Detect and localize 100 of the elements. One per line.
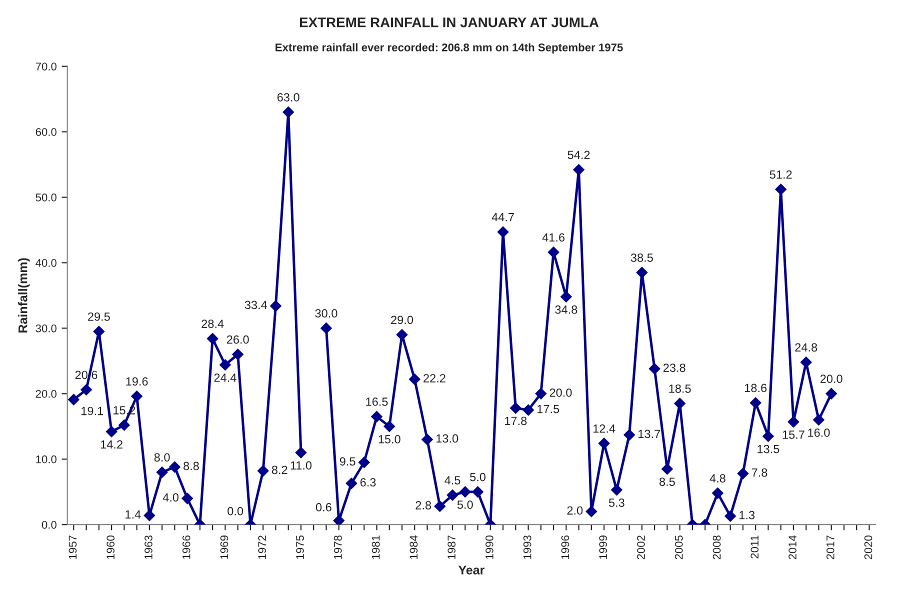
point [813, 414, 824, 426]
data-label: 4.5 [444, 476, 460, 484]
point [788, 416, 800, 428]
point [156, 466, 168, 478]
data-label: 19.1 [82, 406, 104, 416]
point [282, 106, 294, 118]
point [333, 515, 344, 525]
point [422, 434, 433, 446]
point [371, 410, 382, 422]
point [295, 446, 307, 458]
point [460, 486, 471, 498]
point [762, 430, 774, 442]
data-label: 0.0 [228, 506, 244, 516]
x-tick-label: 2017 [826, 536, 834, 560]
point [586, 506, 598, 518]
point [68, 394, 80, 406]
data-label: 13.7 [638, 430, 660, 438]
point [737, 468, 749, 480]
x-tick-label: 1966 [182, 536, 190, 559]
point [662, 463, 673, 475]
point [800, 356, 812, 368]
data-label: 63.0 [277, 93, 300, 102]
y-tick-label: 30.0 [36, 324, 56, 332]
x-tick-label: 1990 [486, 535, 494, 559]
data-label: 9.5 [340, 457, 356, 466]
x-tick-label: 1963 [144, 536, 152, 559]
data-label: 29.0 [391, 316, 414, 324]
data-label: 18.6 [744, 384, 767, 392]
point [510, 402, 522, 414]
point [775, 184, 786, 196]
point [220, 359, 231, 370]
data-label: 0.6 [316, 503, 332, 512]
data-label: 34.8 [555, 305, 578, 314]
data-label: 1.3 [740, 510, 755, 520]
y-tick-label: 20.0 [36, 390, 56, 398]
data-label: 30.0 [315, 309, 338, 318]
point [169, 461, 180, 473]
data-label: 44.7 [492, 213, 514, 222]
x-tick-label: 2014 [788, 535, 796, 560]
point [144, 510, 156, 522]
data-label: 26.0 [226, 335, 249, 344]
data-label: 11.0 [290, 461, 312, 470]
point [598, 438, 610, 450]
data-label: 13.5 [758, 444, 780, 454]
point [118, 419, 130, 431]
point [358, 456, 370, 468]
data-label: 4.8 [710, 474, 726, 483]
point [535, 388, 547, 400]
data-label: 7.8 [752, 468, 768, 477]
x-tick-label: 1981 [372, 536, 380, 559]
data-label: 4.0 [162, 493, 179, 502]
point [472, 486, 484, 498]
data-label: 16.0 [808, 428, 830, 437]
data-label: 12.4 [593, 424, 616, 433]
data-label: 24.8 [795, 343, 818, 352]
point [131, 390, 142, 402]
point [80, 384, 92, 396]
x-tick-label: 1993 [523, 536, 532, 559]
data-label: 1.4 [126, 510, 141, 518]
data-label: 8.5 [659, 478, 675, 486]
data-label: 33.4 [244, 300, 268, 310]
data-label: 8.2 [272, 466, 288, 474]
data-label: 5.0 [457, 500, 473, 509]
data-label: 16.5 [366, 398, 388, 406]
x-tick-label: 1969 [220, 536, 228, 559]
point [674, 398, 686, 410]
x-tick-label: 1987 [448, 536, 456, 559]
point [257, 465, 269, 477]
x-axis-title: Year [458, 566, 484, 574]
point [93, 326, 105, 338]
y-tick-label: 60.0 [36, 128, 56, 136]
x-tick-label: 1972 [258, 536, 266, 559]
point [611, 484, 622, 496]
y-tick-label: 70.0 [36, 62, 56, 70]
chart-title: EXTREME RAINFALL IN JANUARY AT JUMLA [300, 18, 599, 28]
data-label: 17.5 [538, 404, 560, 414]
data-label: 29.5 [88, 312, 110, 321]
y-tick-label: 0.0 [42, 520, 56, 529]
data-label: 24.4 [214, 374, 236, 382]
data-label: 23.8 [663, 364, 686, 372]
y-tick-label: 40.0 [36, 259, 56, 267]
x-tick-label: 1984 [410, 535, 418, 559]
point [560, 291, 572, 302]
chart-subtitle: Extreme rainfall ever recorded: 206.8 mm on 14th September 1975 [276, 43, 623, 54]
data-label: 28.4 [202, 320, 224, 328]
point [446, 490, 458, 501]
data-label: 15.7 [782, 430, 804, 439]
x-tick-label: 1996 [561, 536, 570, 559]
point [346, 478, 358, 489]
data-label: 14.2 [100, 440, 122, 449]
x-tick-label: 2002 [637, 536, 645, 560]
data-label: 18.5 [669, 384, 691, 393]
data-label: 19.6 [126, 377, 148, 386]
point [712, 488, 724, 499]
point [636, 266, 648, 278]
x-tick-label: 2008 [712, 536, 721, 560]
point [270, 300, 282, 312]
data-label: 2.8 [416, 501, 432, 510]
point [522, 404, 534, 416]
point [434, 500, 446, 512]
